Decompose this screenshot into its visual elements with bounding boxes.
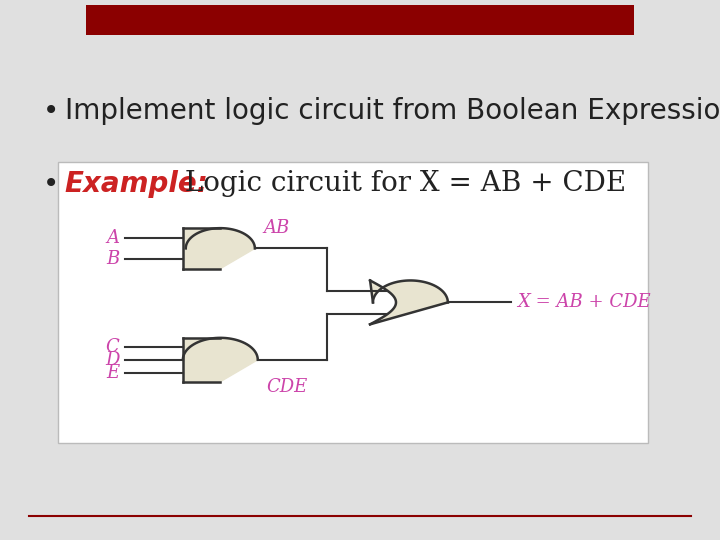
- Text: AB: AB: [264, 219, 289, 237]
- Text: C: C: [106, 338, 120, 356]
- Text: A: A: [107, 230, 120, 247]
- Text: D: D: [105, 351, 120, 369]
- Polygon shape: [183, 338, 220, 382]
- Text: •: •: [43, 97, 60, 125]
- Polygon shape: [186, 228, 255, 268]
- Text: •: •: [43, 170, 60, 198]
- Text: Logic circuit for X = AB + CDE: Logic circuit for X = AB + CDE: [176, 170, 626, 197]
- Polygon shape: [370, 280, 448, 325]
- FancyBboxPatch shape: [58, 162, 648, 443]
- Text: X = AB + CDE: X = AB + CDE: [517, 293, 651, 312]
- FancyBboxPatch shape: [86, 5, 634, 35]
- Text: CDE: CDE: [266, 379, 307, 396]
- Text: B: B: [107, 249, 120, 267]
- Text: Example:: Example:: [65, 170, 209, 198]
- Text: Implement logic circuit from Boolean Expression: Implement logic circuit from Boolean Exp…: [65, 97, 720, 125]
- Text: E: E: [107, 363, 120, 382]
- Polygon shape: [183, 228, 220, 268]
- Polygon shape: [183, 338, 258, 382]
